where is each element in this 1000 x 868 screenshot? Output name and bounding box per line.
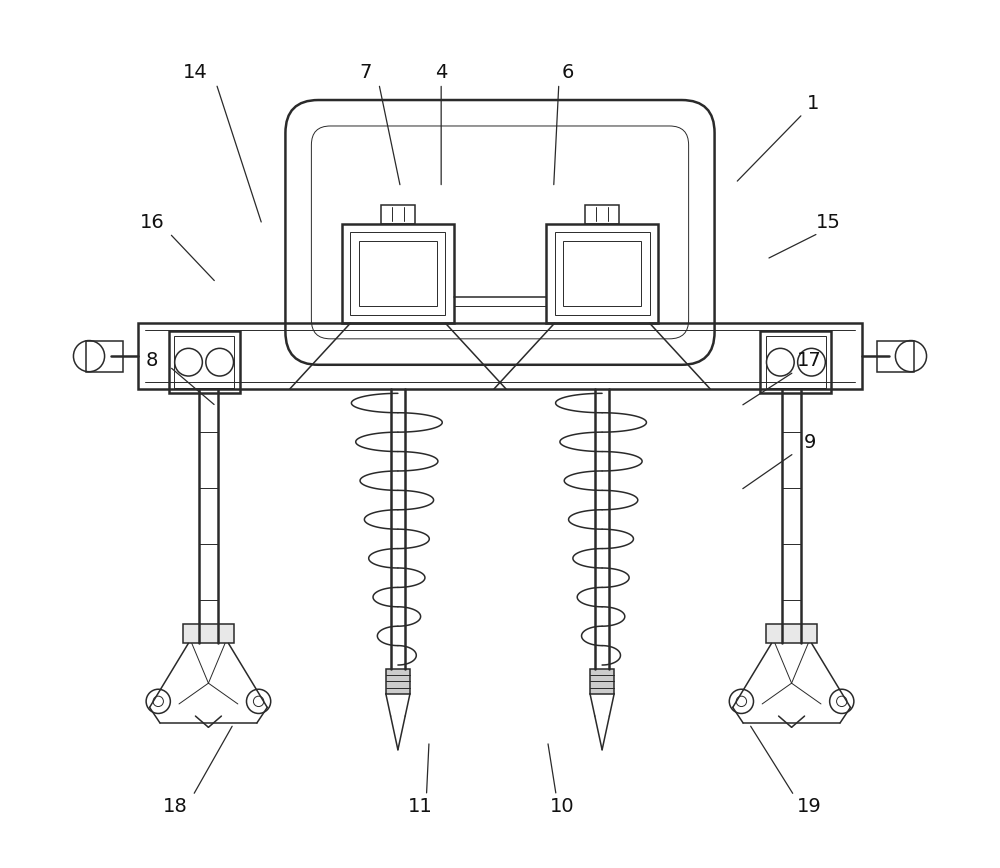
Text: 11: 11	[408, 797, 433, 816]
Bar	[342, 224, 454, 323]
Bar	[546, 224, 658, 323]
Bar	[585, 205, 619, 224]
Text: 4: 4	[435, 62, 447, 82]
Bar	[386, 669, 410, 694]
Text: 7: 7	[360, 62, 372, 82]
Bar	[381, 205, 415, 224]
Bar	[563, 241, 641, 306]
Text: 16: 16	[140, 213, 165, 232]
Bar	[760, 331, 831, 393]
Bar	[183, 624, 234, 643]
Text: 14: 14	[183, 62, 208, 82]
Text: 6: 6	[561, 62, 574, 82]
Bar	[169, 331, 240, 393]
Bar	[877, 340, 914, 372]
Text: 10: 10	[550, 797, 575, 816]
Text: 19: 19	[797, 797, 822, 816]
Bar	[86, 340, 123, 372]
Bar	[359, 241, 437, 306]
Text: 15: 15	[816, 213, 841, 232]
Text: 17: 17	[797, 351, 822, 370]
Bar	[350, 233, 445, 314]
Text: 8: 8	[146, 351, 158, 370]
Text: 9: 9	[804, 433, 816, 452]
Text: 18: 18	[163, 797, 188, 816]
Bar	[766, 336, 826, 388]
Bar	[174, 336, 234, 388]
Bar	[555, 233, 650, 314]
Bar	[766, 624, 817, 643]
Text: 1: 1	[807, 94, 819, 113]
Bar	[590, 669, 614, 694]
Bar	[138, 323, 862, 389]
